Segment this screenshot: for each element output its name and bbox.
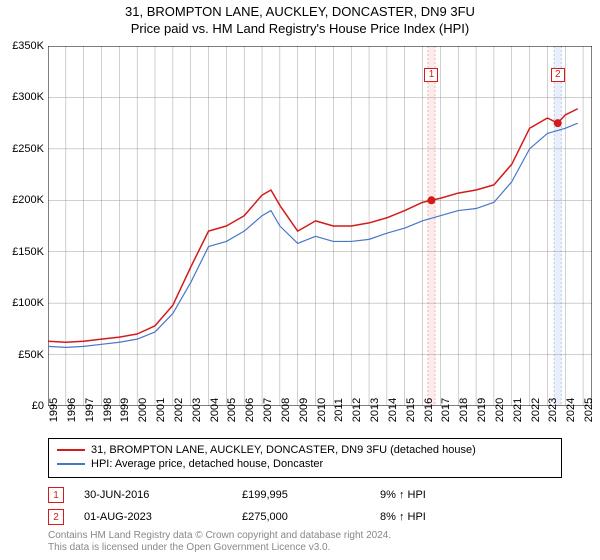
y-tick-label: £0: [32, 400, 44, 412]
legend-row-2: HPI: Average price, detached house, Donc…: [57, 457, 553, 471]
marker-id-box-1: 1: [48, 487, 76, 503]
x-tick-label: 2012: [351, 398, 363, 422]
x-tick-label: 2017: [440, 398, 452, 422]
y-tick-label: £250K: [12, 143, 44, 155]
x-tick-label: 2020: [494, 398, 506, 422]
footer: Contains HM Land Registry data © Crown c…: [48, 530, 391, 554]
x-tick-label: 2000: [137, 398, 149, 422]
y-tick-label: £50K: [18, 349, 44, 361]
title-line2: Price paid vs. HM Land Registry's House …: [0, 21, 600, 36]
legend-swatch-1: [57, 449, 85, 451]
title-line1: 31, BROMPTON LANE, AUCKLEY, DONCASTER, D…: [0, 4, 600, 19]
footer-line-1: Contains HM Land Registry data © Crown c…: [48, 530, 391, 542]
x-tick-label: 2006: [244, 398, 256, 422]
x-tick-label: 1999: [119, 398, 131, 422]
marker-price-2: £275,000: [242, 511, 372, 523]
marker-date-1: 30-JUN-2016: [84, 489, 234, 501]
y-tick-label: £350K: [12, 40, 44, 52]
y-tick-label: £200K: [12, 194, 44, 206]
x-tick-label: 2013: [369, 398, 381, 422]
legend-row-1: 31, BROMPTON LANE, AUCKLEY, DONCASTER, D…: [57, 443, 553, 457]
x-tick-label: 2014: [387, 398, 399, 422]
x-tick-label: 2004: [209, 398, 221, 422]
marker-delta-2: 8% ↑ HPI: [380, 511, 480, 523]
x-tick-label: 2010: [316, 398, 328, 422]
x-tick-label: 2016: [423, 398, 435, 422]
marker-price-1: £199,995: [242, 489, 372, 501]
legend-swatch-2: [57, 463, 85, 465]
y-tick-label: £150K: [12, 246, 44, 258]
x-tick-label: 2009: [298, 398, 310, 422]
y-tick-label: £100K: [12, 297, 44, 309]
x-tick-label: 1997: [84, 398, 96, 422]
x-tick-label: 1996: [66, 398, 78, 422]
x-tick-label: 2002: [173, 398, 185, 422]
marker-table: 1 30-JUN-2016 £199,995 9% ↑ HPI 2 01-AUG…: [48, 484, 562, 528]
x-tick-label: 2001: [155, 398, 167, 422]
callout-box: 1: [424, 68, 438, 82]
plot-svg: [48, 46, 592, 406]
x-tick-label: 2008: [280, 398, 292, 422]
marker-date-2: 01-AUG-2023: [84, 511, 234, 523]
marker-id-2: 2: [53, 512, 59, 523]
marker-id-box-2: 2: [48, 509, 76, 525]
x-tick-label: 2021: [512, 398, 524, 422]
legend-label-1: 31, BROMPTON LANE, AUCKLEY, DONCASTER, D…: [91, 444, 476, 456]
x-tick-label: 2019: [476, 398, 488, 422]
x-tick-label: 2022: [530, 398, 542, 422]
x-tick-label: 2024: [565, 398, 577, 422]
title-block: 31, BROMPTON LANE, AUCKLEY, DONCASTER, D…: [0, 0, 600, 36]
x-tick-label: 2018: [458, 398, 470, 422]
y-tick-label: £300K: [12, 91, 44, 103]
legend-box: 31, BROMPTON LANE, AUCKLEY, DONCASTER, D…: [48, 438, 562, 478]
x-tick-label: 2007: [262, 398, 274, 422]
marker-id-1: 1: [53, 490, 59, 501]
x-tick-label: 1995: [48, 398, 60, 422]
x-tick-label: 2003: [191, 398, 203, 422]
x-tick-label: 1998: [102, 398, 114, 422]
footer-line-2: This data is licensed under the Open Gov…: [48, 542, 391, 554]
x-tick-label: 2005: [226, 398, 238, 422]
legend-label-2: HPI: Average price, detached house, Donc…: [91, 458, 323, 470]
marker-row-1: 1 30-JUN-2016 £199,995 9% ↑ HPI: [48, 484, 562, 506]
x-tick-label: 2011: [333, 398, 345, 422]
x-tick-label: 2015: [405, 398, 417, 422]
x-tick-label: 2023: [547, 398, 559, 422]
x-tick-label: 2025: [583, 398, 595, 422]
marker-row-2: 2 01-AUG-2023 £275,000 8% ↑ HPI: [48, 506, 562, 528]
callout-box: 2: [551, 68, 565, 82]
chart-area: £0£50K£100K£150K£200K£250K£300K£350K 199…: [48, 46, 592, 406]
marker-delta-1: 9% ↑ HPI: [380, 489, 480, 501]
chart-container: 31, BROMPTON LANE, AUCKLEY, DONCASTER, D…: [0, 0, 600, 560]
